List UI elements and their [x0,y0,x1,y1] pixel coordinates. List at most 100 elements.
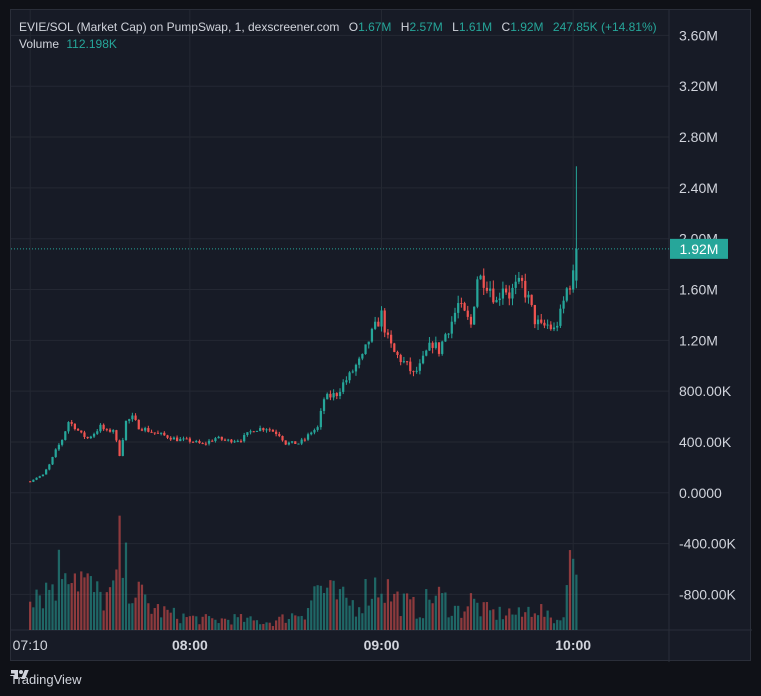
candle-body [374,321,377,329]
volume-bar [351,600,354,630]
candle-body [370,328,374,342]
candle-body [383,310,386,333]
x-tick-label: 07:10 [13,637,48,653]
x-tick-label: 10:00 [555,637,591,653]
candle-body [92,433,96,437]
candle-body [38,476,41,478]
candle-body [112,430,115,432]
legend-volume-value: 112.198K [66,37,117,51]
candle-body [399,354,402,363]
volume-bar [147,603,150,630]
volume-bar [434,595,437,630]
candle-body [444,334,447,342]
candle-body [342,382,345,392]
volume-bar [252,620,255,630]
legend-close-label: C [501,20,511,34]
candle-body [172,437,176,440]
volume-bar [201,616,204,630]
y-tick-label: 3.20M [679,78,718,94]
candle-body [290,441,294,443]
legend-low-value: 1.61M [458,20,493,34]
volume-bar [182,613,185,630]
volume-bar [463,611,466,630]
volume-bar [144,594,147,630]
candle-body [32,479,35,482]
volume-bar [41,608,45,630]
candle-body [572,270,575,290]
candle-body [147,428,150,432]
candle-body [329,393,332,398]
candle-body [306,434,310,440]
volume-bar [131,603,134,630]
volume-bar [259,624,262,630]
volume-bar [361,613,364,630]
volume-bar [195,616,198,630]
chart-panel[interactable]: 3.60M 3.20M 2.80M 2.40M 2.00M 1.60M 1.20M 800.0… [10,9,752,662]
volume-bar [405,593,409,630]
volume-bar [140,584,144,630]
volume-bar [549,617,552,630]
volume-bar [265,622,268,630]
candle-body [520,277,524,281]
volume-bar [418,617,421,630]
candle-body [45,469,48,475]
candle-body [565,288,568,301]
volume-bar [76,591,80,630]
candle-body [144,428,147,431]
volume-bar [278,616,281,630]
candle-body [409,361,412,372]
candle-body [124,420,128,441]
volume-bar [562,617,565,630]
candle-body [338,391,342,397]
volume-bar [517,607,520,630]
footer[interactable]: TradingView [10,668,82,690]
volume-bar [156,604,160,630]
volume-bar [45,582,48,630]
candle-body [380,310,383,327]
candle-body [239,440,243,442]
volume-bar [191,615,195,630]
volume-bar [169,612,172,630]
volume-bar [466,606,469,630]
candle-body [236,440,239,442]
volume-bar [540,604,543,630]
candle-body [188,438,191,442]
y-tick-label: 400.00K [679,434,732,450]
candle-body [118,440,121,456]
volume-bar [220,618,223,630]
candle-body [89,436,92,439]
footer-brand[interactable]: TradingView [10,671,82,687]
volume-bar [310,600,313,630]
volume-bar [163,606,166,630]
legend-high-value: 2.57M [409,20,443,34]
price-chart[interactable]: 3.60M3.20M2.80M2.40M2.00M1.60M1.20M800.0… [11,10,752,662]
y-tick-label: 2.80M [679,129,718,145]
candle-body [326,393,329,400]
candle-body [182,438,185,440]
candle-body [76,429,80,431]
candle-body [233,441,236,443]
volume-bar [38,595,41,630]
volume-bar [374,577,377,630]
candle-body [527,294,530,298]
x-tick-label: 09:00 [364,637,400,653]
candle-body [514,281,517,288]
volume-bar [86,573,89,630]
candle-body [214,438,217,442]
volume-bar [358,607,361,630]
volume-bar [262,623,265,630]
candle-body [227,439,230,441]
tradingview-logo-icon[interactable] [10,668,30,682]
candle-body [121,440,124,456]
volume-bar [243,621,246,630]
candle-body [386,332,390,335]
volume-bar [303,619,306,630]
candle-body [412,371,415,373]
volume-bar [300,615,303,630]
volume-bar [338,589,342,630]
volume-bar [118,515,121,630]
volume-bar [121,577,124,630]
candle-body [73,423,77,430]
candle-body [284,440,287,445]
volume-bar [332,580,335,630]
